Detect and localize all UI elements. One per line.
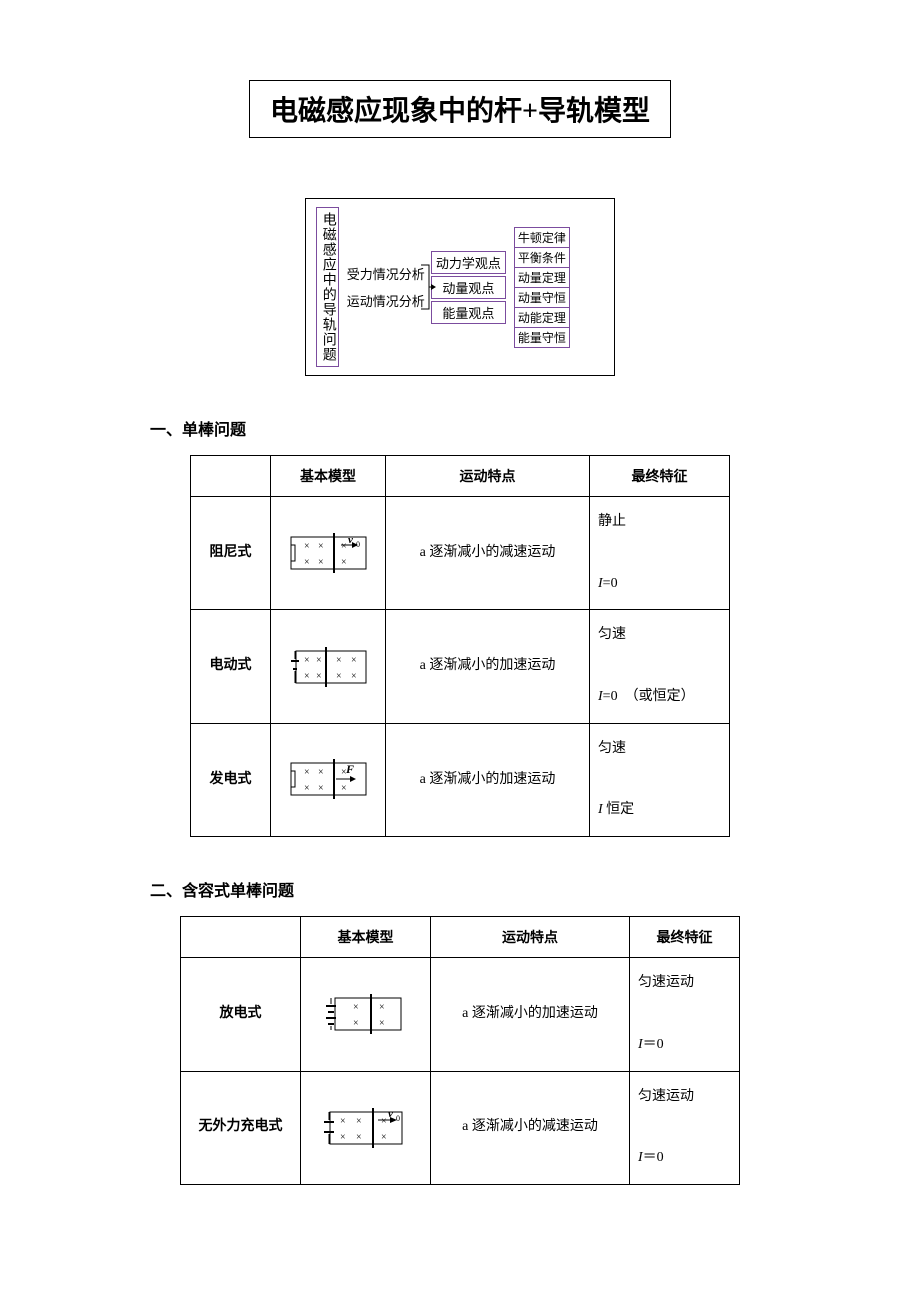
model-diagram-cap-battery: × × × × <box>321 990 411 1038</box>
cell-model: ×× ×× × × F <box>271 723 386 836</box>
model-diagram-battery: × × × × × × × × <box>286 643 371 691</box>
cell-final: 匀速运动 I＝0 <box>630 1071 740 1184</box>
svg-text:v: v <box>388 1108 393 1120</box>
viewpoints-column: 动力学观点 动量观点 能量观点 <box>431 251 506 324</box>
svg-text:×: × <box>379 1002 385 1013</box>
cell-motion: a 逐渐减小的加速运动 <box>386 723 590 836</box>
model-diagram-resistor-F: ×× ×× × × F <box>286 751 371 809</box>
svg-text:×: × <box>304 557 310 568</box>
svg-text:v: v <box>348 534 353 546</box>
svg-text:×: × <box>336 655 342 666</box>
svg-text:×: × <box>340 1116 346 1127</box>
cell-type: 电动式 <box>191 610 271 723</box>
vertical-label: 电磁感应中的导轨问题 <box>316 207 339 367</box>
cell-type: 无外力充电式 <box>181 1071 301 1184</box>
svg-text:×: × <box>341 783 347 794</box>
svg-text:×: × <box>316 655 322 666</box>
cell-final: 匀速 I=0 （或恒定） <box>590 610 730 723</box>
svg-text:×: × <box>336 671 342 682</box>
th-final: 最终特征 <box>590 456 730 497</box>
svg-text:0: 0 <box>396 1114 400 1123</box>
svg-text:×: × <box>356 1132 362 1143</box>
cell-type: 放电式 <box>181 958 301 1071</box>
th-model: 基本模型 <box>271 456 386 497</box>
viewpoint-3: 能量观点 <box>431 301 506 324</box>
rule-1: 牛顿定律 <box>514 227 570 248</box>
svg-text:×: × <box>381 1116 387 1127</box>
svg-text:×: × <box>379 1018 385 1029</box>
svg-text:×: × <box>318 767 324 778</box>
title-wrapper: 电磁感应现象中的杆+导轨模型 <box>150 80 770 168</box>
cell-model: × × × × <box>301 958 431 1071</box>
th-model: 基本模型 <box>301 917 431 958</box>
section2-heading: 二、含容式单棒问题 <box>150 877 770 901</box>
svg-text:×: × <box>341 541 347 552</box>
table-row: 发电式 ×× ×× × × F a 逐渐减小的加速运动 匀速 I 恒定 <box>191 723 730 836</box>
cell-type: 阻尼式 <box>191 497 271 610</box>
svg-text:×: × <box>318 783 324 794</box>
viewpoint-2: 动量观点 <box>431 276 506 299</box>
svg-text:×: × <box>304 671 310 682</box>
svg-text:×: × <box>356 1116 362 1127</box>
table-row: 放电式 × × × × a 逐渐减小的加速运动 匀速运动 I＝0 <box>181 958 740 1071</box>
svg-text:×: × <box>318 541 324 552</box>
svg-text:×: × <box>353 1002 359 1013</box>
cell-model: × × × × × × v 0 <box>271 497 386 610</box>
model-diagram-cap-v0: × × × × × × v 0 <box>318 1104 413 1152</box>
page-title: 电磁感应现象中的杆+导轨模型 <box>249 80 671 138</box>
rule-3: 动量定理 <box>514 267 570 288</box>
rule-4: 动量守恒 <box>514 287 570 308</box>
table-header-row: 基本模型 运动特点 最终特征 <box>191 456 730 497</box>
table-row: 电动式 × × × × × × × × a 逐渐减小的加速运动 匀速 I=0 （或恒定） <box>191 610 730 723</box>
table-row: 无外力充电式 ×× ×× × × v 0 a 逐渐减小的减速运动 匀速运动 <box>181 1071 740 1184</box>
cell-final: 静止 I=0 <box>590 497 730 610</box>
th-empty <box>181 917 301 958</box>
cell-final: 匀速运动 I＝0 <box>630 958 740 1071</box>
model-diagram-resistor-v0: × × × × × × v 0 <box>286 529 371 577</box>
svg-text:×: × <box>340 1132 346 1143</box>
viewpoint-1: 动力学观点 <box>431 251 506 274</box>
rules-column: 牛顿定律 平衡条件 动量定理 动量守恒 动能定理 能量守恒 <box>514 227 570 348</box>
cell-final: 匀速 I 恒定 <box>590 723 730 836</box>
bracket-arrow-icon <box>419 257 437 317</box>
cell-motion: a 逐渐减小的加速运动 <box>386 610 590 723</box>
table-header-row: 基本模型 运动特点 最终特征 <box>181 917 740 958</box>
svg-text:×: × <box>351 655 357 666</box>
th-motion: 运动特点 <box>431 917 630 958</box>
svg-text:F: F <box>345 762 354 776</box>
svg-text:×: × <box>316 671 322 682</box>
section1-heading: 一、单棒问题 <box>150 416 770 440</box>
concept-diagram: 电磁感应中的导轨问题 受力情况分析 运动情况分析 动力学观点 动量观点 能量观点… <box>305 198 615 376</box>
svg-text:×: × <box>353 1018 359 1029</box>
analysis-item-1: 受力情况分析 <box>347 262 425 285</box>
svg-text:×: × <box>304 767 310 778</box>
table-section1: 基本模型 运动特点 最终特征 阻尼式 × × × × × × v 0 a 逐渐减小的… <box>190 455 730 837</box>
svg-text:×: × <box>351 671 357 682</box>
analysis-item-2: 运动情况分析 <box>347 289 425 312</box>
cell-model: × × × × × × v 0 <box>301 1071 431 1184</box>
svg-text:0: 0 <box>356 540 360 549</box>
svg-text:×: × <box>304 541 310 552</box>
th-final: 最终特征 <box>630 917 740 958</box>
rule-2: 平衡条件 <box>514 247 570 268</box>
analysis-column: 受力情况分析 运动情况分析 <box>347 262 425 312</box>
svg-text:×: × <box>341 557 347 568</box>
cell-motion: a 逐渐减小的减速运动 <box>386 497 590 610</box>
middle-group: 受力情况分析 运动情况分析 动力学观点 动量观点 能量观点 <box>347 251 506 324</box>
svg-text:×: × <box>304 783 310 794</box>
cell-type: 发电式 <box>191 723 271 836</box>
th-motion: 运动特点 <box>386 456 590 497</box>
th-empty <box>191 456 271 497</box>
svg-text:×: × <box>381 1132 387 1143</box>
cell-model: × × × × × × × × <box>271 610 386 723</box>
rule-5: 动能定理 <box>514 307 570 328</box>
cell-motion: a 逐渐减小的减速运动 <box>431 1071 630 1184</box>
table-row: 阻尼式 × × × × × × v 0 a 逐渐减小的减速运动 静止 I=0 <box>191 497 730 610</box>
rule-6: 能量守恒 <box>514 327 570 348</box>
svg-text:×: × <box>318 557 324 568</box>
cell-motion: a 逐渐减小的加速运动 <box>431 958 630 1071</box>
table-section2: 基本模型 运动特点 最终特征 放电式 × × × × a 逐渐减小的加速运动 <box>180 916 740 1185</box>
svg-text:×: × <box>304 655 310 666</box>
